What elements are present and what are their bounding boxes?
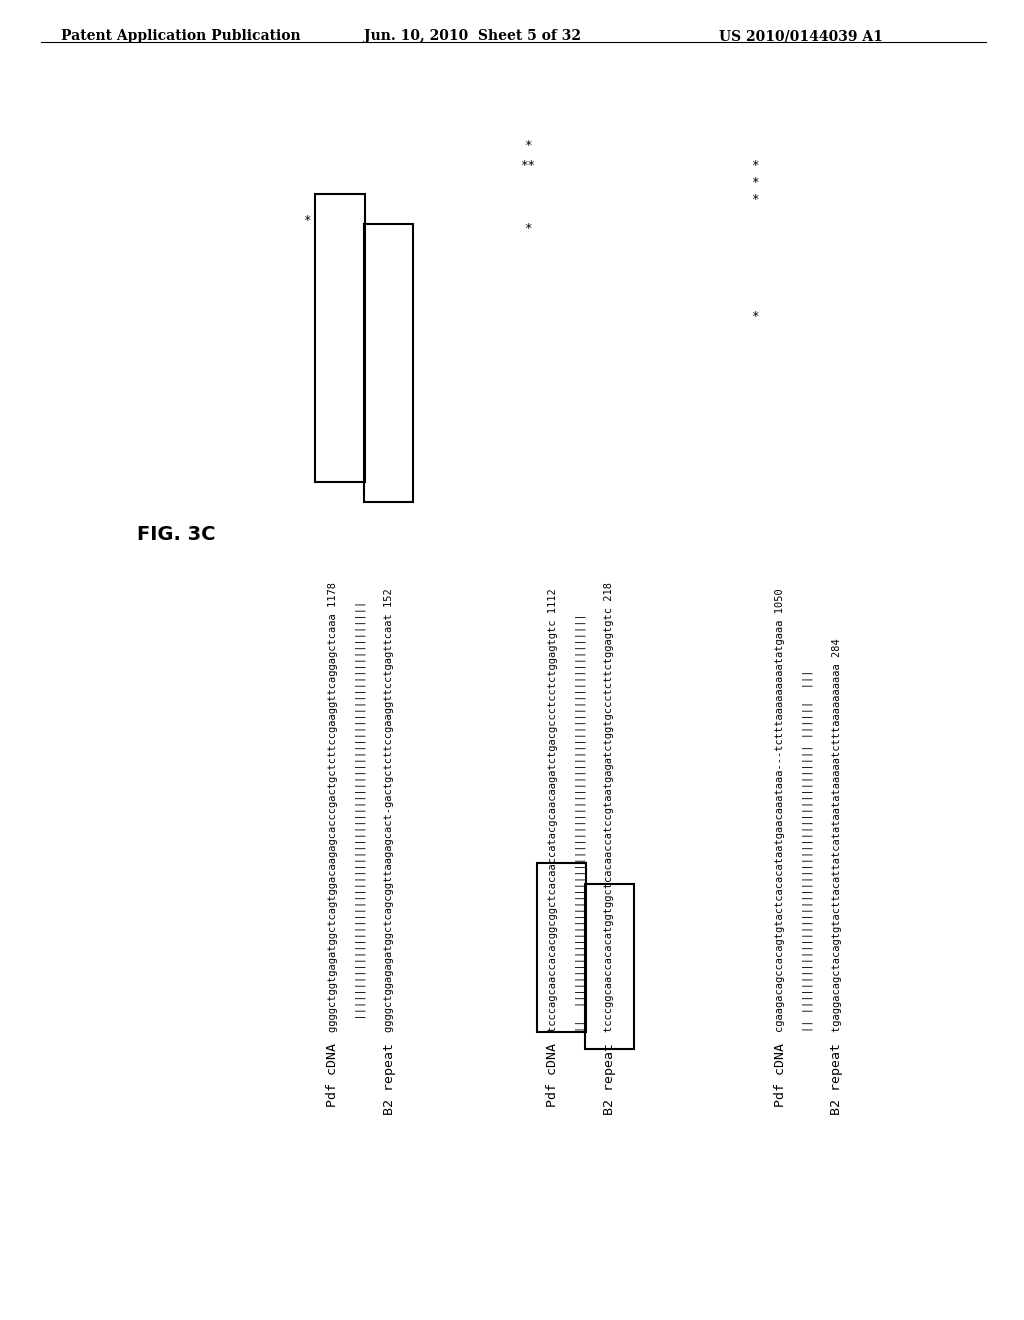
Text: |||||||||||||||||||||||||||||||||||||||||||||||||||||||||||||||||||: ||||||||||||||||||||||||||||||||||||||||…	[355, 601, 366, 1032]
Text: ggggctggagagatggctcagcggttaagagcact-gactgctcttccgaaggttcctgagttcaat 152: ggggctggagagatggctcagcggttaagagcact-gact…	[384, 589, 394, 1032]
Text: B2 repeat: B2 repeat	[383, 1043, 395, 1115]
Text: *: *	[751, 193, 759, 206]
Text: Pdf cDNA: Pdf cDNA	[774, 1043, 786, 1106]
Text: B2 repeat: B2 repeat	[603, 1043, 615, 1115]
Text: cgaagacagccacagtgtactcacacataatgaacaaataaa---tctttaaaaaaaaatatgaaa 1050: cgaagacagccacagtgtactcacacataatgaacaaata…	[775, 589, 785, 1032]
Text: tcccagcaaccacacggcggctcacaaccatacgcaacaagatctgacgccctcctctggagtgtc 1112: tcccagcaaccacacggcggctcacaaccatacgcaacaa…	[548, 589, 558, 1032]
Bar	[364, 224, 413, 502]
Text: || ||||||||||||||||||||||||||||||||||||||||||| ||||||  |||: || |||||||||||||||||||||||||||||||||||||…	[803, 669, 813, 1032]
Text: *: *	[523, 222, 531, 235]
Text: tgaggacagctacagtgtacttacattatcatataatataaaaatctttaaaaaaaaaa 284: tgaggacagctacagtgtacttacattatcatataatata…	[831, 639, 842, 1032]
Text: ||  |||||||||||||||||||||||||||||||||||||||||||||||||||||||||||||||: || |||||||||||||||||||||||||||||||||||||…	[575, 614, 586, 1032]
Text: **: **	[520, 158, 535, 172]
Text: ggggctggtgagatggctcagtggacaagagcacccgactgctcttccgaaggttcaggagctcaaa 1178: ggggctggtgagatggctcagtggacaagagcacccgact…	[328, 582, 338, 1032]
Bar	[585, 884, 634, 1049]
Text: *: *	[751, 310, 759, 323]
Text: Jun. 10, 2010  Sheet 5 of 32: Jun. 10, 2010 Sheet 5 of 32	[364, 29, 581, 44]
Text: *: *	[751, 158, 759, 172]
Text: tcccggcaaccacacatggtggctcacaaccatccgtaatgagatctggtgccctcttctggagtgtc 218: tcccggcaaccacacatggtggctcacaaccatccgtaat…	[604, 582, 614, 1032]
Text: B2 repeat: B2 repeat	[830, 1043, 843, 1115]
Bar	[537, 863, 586, 1032]
Text: *: *	[751, 176, 759, 189]
Text: Pdf cDNA: Pdf cDNA	[327, 1043, 339, 1106]
Text: *: *	[523, 139, 531, 152]
Text: FIG. 3C: FIG. 3C	[137, 525, 215, 544]
Bar	[315, 194, 365, 482]
Text: *: *	[303, 214, 311, 227]
Text: US 2010/0144039 A1: US 2010/0144039 A1	[719, 29, 883, 44]
Text: Pdf cDNA: Pdf cDNA	[547, 1043, 559, 1106]
Text: Patent Application Publication: Patent Application Publication	[61, 29, 301, 44]
